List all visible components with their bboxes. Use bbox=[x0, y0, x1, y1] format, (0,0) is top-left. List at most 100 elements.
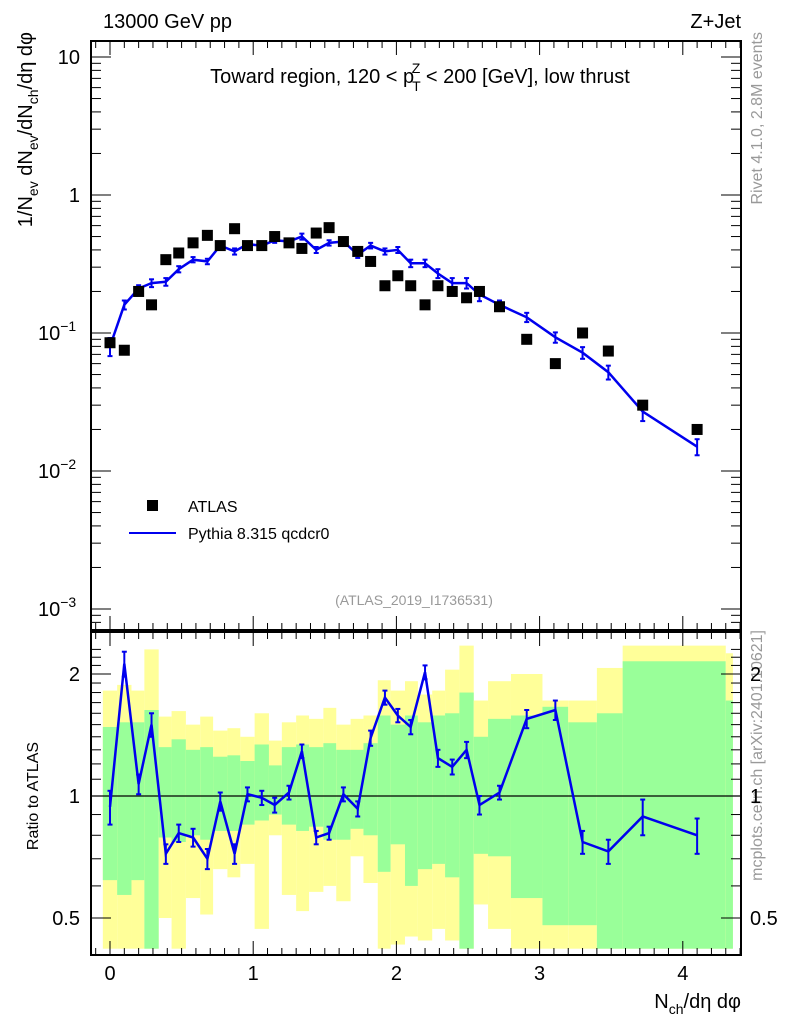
atlas-data-point bbox=[577, 327, 589, 339]
mcplots-label: mcplots.cern.ch [arXiv:2401.10621] bbox=[749, 630, 766, 881]
pythia-line bbox=[108, 235, 698, 448]
atlas-data-point bbox=[392, 270, 404, 282]
main-y-tick-exponent: −3 bbox=[60, 594, 76, 610]
ratio-uncertainty-bands bbox=[102, 645, 733, 949]
ratio-y-tick-label-left: 1 bbox=[69, 786, 80, 808]
ratio-inner-band bbox=[725, 700, 733, 949]
atlas-data-point bbox=[432, 280, 444, 292]
main-y-tick-exponent: −1 bbox=[60, 318, 76, 334]
ratio-inner-band bbox=[171, 739, 186, 843]
atlas-data-point bbox=[405, 280, 417, 292]
main-marks bbox=[104, 222, 703, 457]
main-panel: ATLAS Pythia 8.315 qcdcr0 10 1 10−1 10−2 10−3… bbox=[15, 32, 742, 631]
atlas-data-point bbox=[104, 337, 116, 349]
main-y-tick-label: 10−1 bbox=[38, 318, 76, 345]
legend: ATLAS Pythia 8.315 qcdcr0 bbox=[129, 499, 330, 543]
atlas-data-point bbox=[256, 240, 268, 252]
ratio-inner-band bbox=[227, 755, 241, 831]
ratio-inner-band bbox=[622, 661, 726, 949]
ratio-inner-band bbox=[404, 715, 418, 886]
legend-pythia-label: Pythia 8.315 qcdcr0 bbox=[188, 526, 330, 543]
ratio-inner-band bbox=[377, 715, 391, 872]
ratio-inner-band bbox=[254, 744, 269, 821]
ratio-y-tick-label-right: 1 bbox=[750, 786, 761, 808]
ratio-inner-band bbox=[117, 722, 132, 895]
x-tick-label: 3 bbox=[534, 963, 545, 985]
atlas-data-point bbox=[365, 255, 377, 267]
ratio-inner-band bbox=[510, 715, 543, 899]
atlas-data-point bbox=[201, 229, 213, 241]
ratio-y-tick-label-left: 0.5 bbox=[52, 908, 80, 930]
ratio-inner-band bbox=[363, 743, 378, 836]
x-tick-label: 4 bbox=[677, 963, 688, 985]
ratio-inner-band bbox=[432, 715, 446, 864]
ratio-y-tick-label-right: 2 bbox=[750, 664, 761, 686]
atlas-data-point bbox=[691, 423, 703, 435]
atlas-data-point bbox=[241, 240, 253, 252]
atlas-data-point bbox=[118, 344, 130, 356]
ratio-inner-band bbox=[459, 692, 474, 949]
ratio-y-tick-label-left: 2 bbox=[69, 664, 80, 686]
main-axes: 10 1 10−1 10−2 10−3 bbox=[38, 40, 742, 631]
atlas-data-point bbox=[173, 247, 185, 259]
atlas-data-point bbox=[187, 237, 199, 249]
header-energy-label: 13000 GeV pp bbox=[103, 11, 232, 33]
ratio-axes: 2 2 1 1 0.5 0.5 0 1 2 3 4 bbox=[52, 631, 778, 985]
ratio-inner-band bbox=[309, 747, 324, 827]
atlas-data-point bbox=[461, 292, 473, 304]
x-tick-label: 0 bbox=[104, 963, 115, 985]
legend-atlas-marker bbox=[147, 500, 158, 511]
atlas-data-point bbox=[379, 280, 391, 292]
ratio-inner-band bbox=[568, 722, 597, 926]
ratio-panel: 2 2 1 1 0.5 0.5 0 1 2 3 4 Ratio to ATLAS Nch/dη dφ bbox=[25, 631, 778, 1017]
atlas-data-point bbox=[419, 299, 431, 311]
atlas-data-point bbox=[269, 231, 281, 243]
x-tick-label: 1 bbox=[248, 963, 259, 985]
ratio-y-axis-label: Ratio to ATLAS bbox=[25, 742, 42, 850]
atlas-data-point bbox=[549, 358, 561, 370]
atlas-data-point bbox=[602, 345, 614, 357]
main-y-tick-label: 10−2 bbox=[38, 456, 76, 483]
atlas-data-point bbox=[521, 333, 533, 345]
ratio-y-tick-label-right: 0.5 bbox=[750, 908, 778, 930]
ratio-inner-band bbox=[445, 713, 460, 878]
atlas-data-point bbox=[637, 399, 649, 411]
main-y-tick-label: 10 bbox=[58, 47, 80, 69]
main-panel-title: Toward region, 120 < pTZ < 200 [GeV], lo… bbox=[210, 60, 630, 94]
atlas-data-point bbox=[473, 285, 485, 297]
analysis-id-label: (ATLAS_2019_I1736531) bbox=[335, 592, 493, 608]
atlas-data-point bbox=[494, 301, 506, 313]
main-y-tick-label: 10−3 bbox=[38, 594, 76, 621]
ratio-inner-band bbox=[158, 747, 172, 838]
atlas-data-point bbox=[337, 236, 349, 248]
ratio-inner-band bbox=[296, 744, 310, 831]
x-axis-label: Nch/dη dφ bbox=[654, 991, 741, 1017]
main-y-tick-label: 1 bbox=[69, 185, 80, 207]
ratio-inner-band bbox=[542, 706, 569, 926]
atlas-data-point bbox=[229, 223, 241, 235]
ratio-inner-band bbox=[200, 747, 214, 840]
atlas-data-point bbox=[283, 237, 295, 249]
ratio-inner-band bbox=[323, 743, 337, 840]
atlas-data-point bbox=[323, 222, 335, 234]
x-tick-label: 2 bbox=[391, 963, 402, 985]
atlas-data-point bbox=[160, 254, 172, 266]
main-y-tick-exponent: −2 bbox=[60, 456, 76, 472]
ratio-inner-band bbox=[350, 749, 364, 829]
atlas-data-point bbox=[310, 227, 322, 239]
atlas-data-point bbox=[446, 285, 458, 297]
ratio-inner-band bbox=[185, 749, 201, 836]
atlas-data-point bbox=[352, 245, 364, 257]
main-frame bbox=[90, 40, 742, 631]
main-y-axis-label: 1/Nev dNev/dNch/dη dφ bbox=[15, 32, 41, 227]
atlas-data-point bbox=[296, 242, 308, 254]
ratio-inner-band bbox=[596, 713, 623, 949]
atlas-data-point bbox=[133, 285, 145, 297]
rivet-version-label: Rivet 4.1.0, 2.8M events bbox=[749, 32, 766, 205]
ratio-inner-band bbox=[144, 710, 159, 949]
atlas-data-point bbox=[146, 299, 158, 311]
ratio-frame bbox=[90, 631, 742, 956]
atlas-data-point bbox=[214, 240, 226, 252]
legend-atlas-label: ATLAS bbox=[188, 499, 238, 516]
